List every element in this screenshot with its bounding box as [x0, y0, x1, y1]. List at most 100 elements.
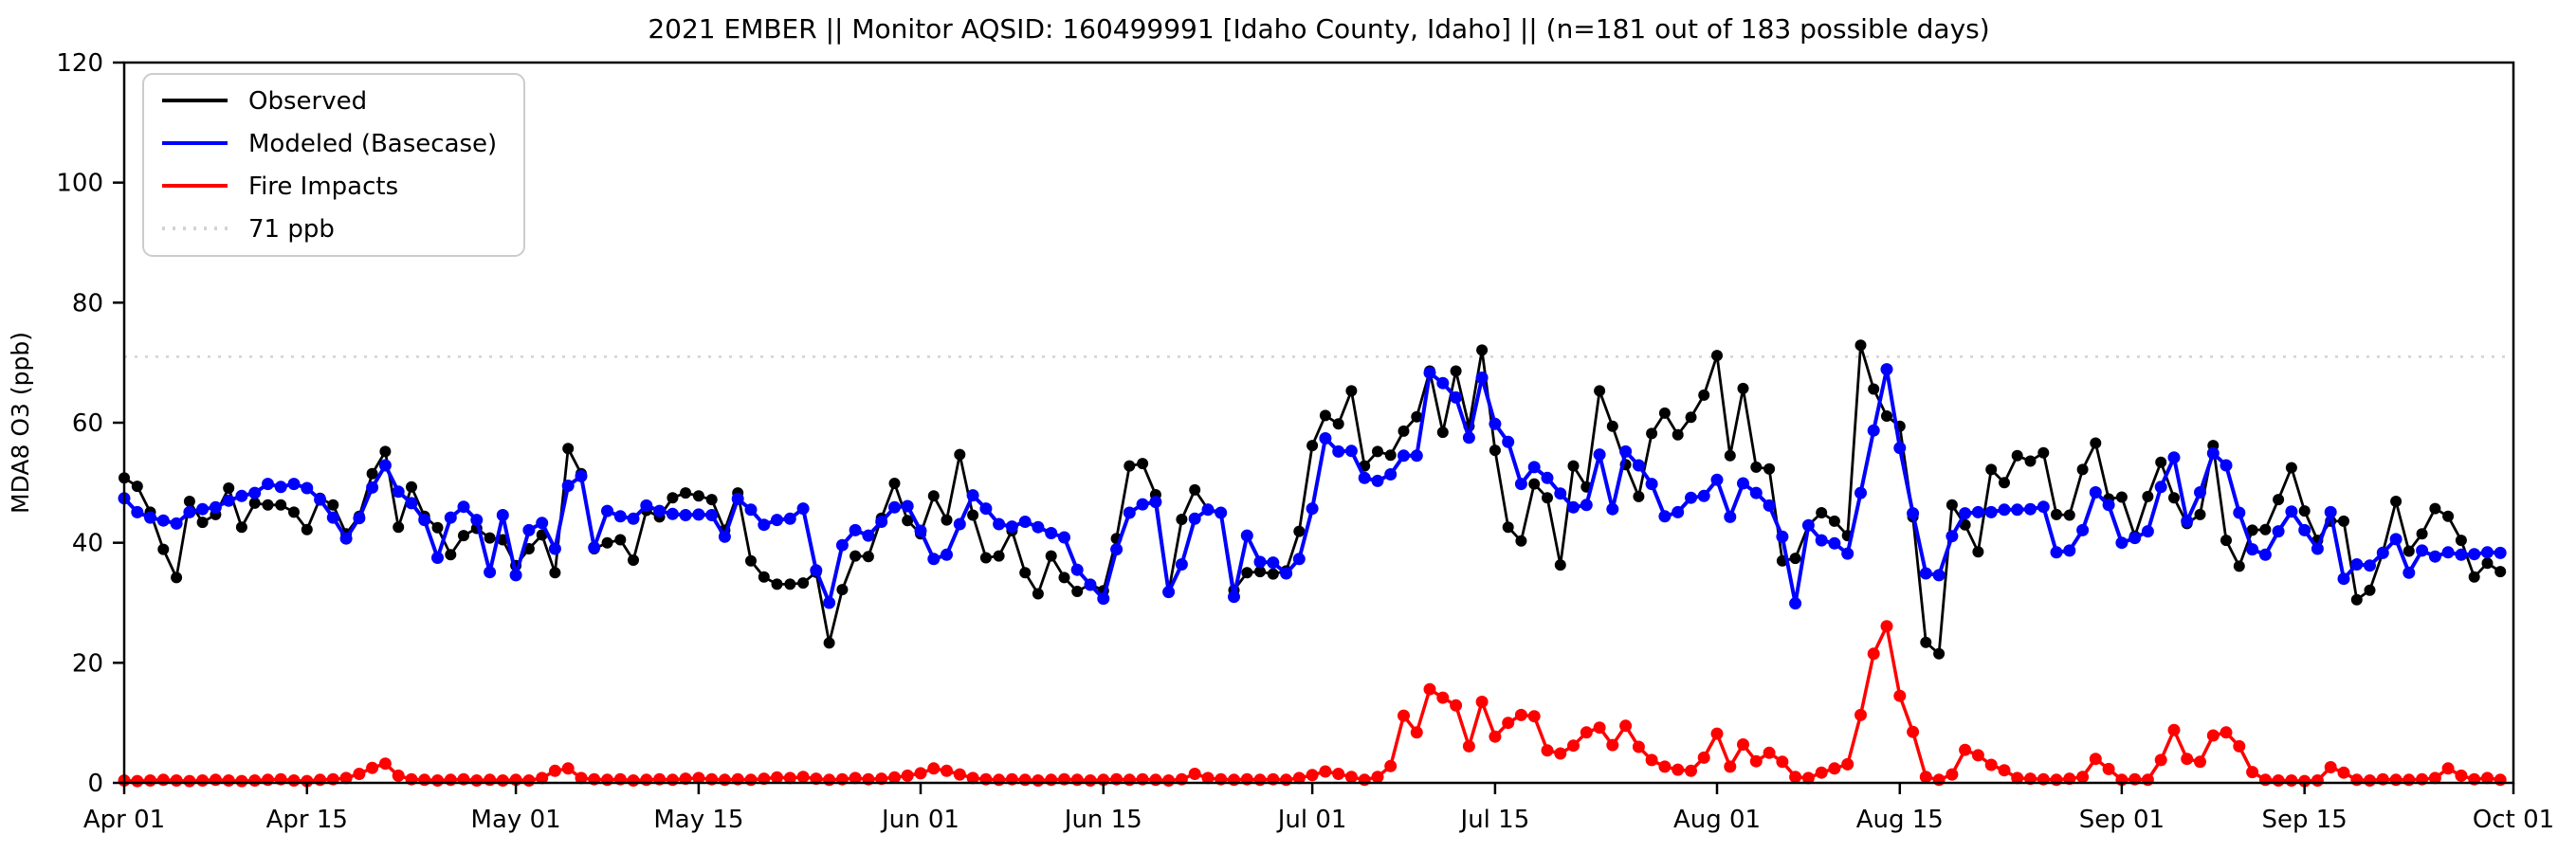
data-point	[875, 516, 888, 528]
data-point	[1176, 514, 1188, 525]
data-point	[183, 505, 196, 518]
data-point	[1514, 708, 1527, 721]
data-point	[1815, 534, 1828, 547]
data-point	[666, 507, 679, 520]
data-point	[1058, 531, 1070, 544]
data-point	[1984, 758, 1998, 771]
data-point	[522, 523, 536, 536]
data-point	[2311, 542, 2324, 555]
data-point	[1854, 708, 1867, 721]
x-tick-label: Jun 15	[1063, 806, 1142, 834]
data-point	[758, 518, 771, 532]
data-point	[849, 523, 862, 536]
data-point	[170, 774, 183, 787]
data-point	[496, 774, 509, 787]
data-point	[1398, 709, 1410, 722]
data-point	[1763, 463, 1776, 475]
data-point	[1084, 774, 1097, 787]
data-point	[1867, 647, 1880, 661]
data-point	[1398, 425, 1410, 437]
data-point	[1436, 691, 1450, 704]
data-point	[131, 774, 144, 788]
data-point	[1292, 553, 1306, 566]
data-point	[156, 514, 170, 527]
data-point	[1632, 740, 1645, 753]
data-point	[1018, 773, 1032, 787]
data-point	[667, 492, 679, 504]
data-point	[1149, 496, 1162, 509]
data-point	[1267, 568, 1279, 580]
data-point	[2389, 533, 2402, 546]
data-point	[248, 497, 261, 509]
data-point	[1737, 738, 1749, 751]
data-point	[1306, 502, 1319, 516]
data-point	[548, 764, 561, 777]
data-point	[301, 774, 314, 788]
data-point	[1293, 525, 1306, 537]
x-axis-ticks: Apr 01 Apr 15 May 01 May 15 Jun 01 Jun 15 Jul …	[83, 783, 2554, 834]
data-point	[744, 503, 758, 517]
y-tick-label: 100	[56, 170, 103, 198]
data-point	[1358, 773, 1371, 787]
data-point	[941, 514, 953, 526]
data-point	[562, 443, 575, 455]
data-point	[2402, 545, 2415, 557]
data-point	[613, 510, 627, 523]
data-point	[2102, 762, 2115, 775]
data-point	[1188, 768, 1201, 780]
data-point	[1136, 498, 1149, 511]
data-point	[796, 502, 810, 516]
data-point	[1632, 459, 1645, 472]
data-point	[941, 548, 953, 561]
data-point	[235, 774, 248, 788]
data-point	[1567, 460, 1580, 472]
data-point	[1462, 739, 1475, 753]
data-point	[1658, 510, 1672, 523]
data-point	[1450, 390, 1463, 404]
data-point	[1580, 499, 1593, 512]
data-point	[1398, 449, 1410, 463]
data-point	[692, 490, 704, 502]
data-point	[1724, 760, 1737, 773]
data-point	[927, 490, 940, 502]
data-point	[2076, 523, 2090, 536]
data-point	[1110, 543, 1124, 556]
data-point	[2089, 486, 2102, 499]
data-point	[1999, 477, 2010, 489]
data-point	[1567, 500, 1580, 514]
y-tick-label: 80	[72, 289, 103, 318]
data-point	[1332, 445, 1345, 458]
data-point	[1450, 365, 1462, 377]
data-point	[1789, 597, 1802, 610]
data-point	[2115, 536, 2128, 550]
data-point	[1124, 460, 1136, 472]
data-point	[1749, 486, 1763, 499]
data-point	[627, 774, 640, 787]
data-point	[1254, 566, 1266, 578]
data-point	[392, 485, 405, 499]
data-point	[953, 768, 966, 781]
data-point	[1619, 445, 1633, 458]
data-point	[1619, 719, 1633, 733]
data-point	[2442, 510, 2455, 522]
data-point	[262, 499, 274, 511]
data-point	[1241, 567, 1253, 579]
data-point	[1292, 771, 1306, 785]
y-axis-label: MDA8 O3 (ppb)	[7, 332, 34, 514]
data-point	[1462, 431, 1475, 445]
data-point	[2206, 446, 2220, 460]
data-point	[1423, 366, 1436, 379]
data-point	[2337, 572, 2350, 586]
data-point	[1959, 507, 1972, 520]
data-point	[1554, 747, 1567, 760]
data-point	[2468, 548, 2481, 561]
data-point	[1685, 411, 1697, 424]
x-tick-label: Sep 15	[2261, 806, 2347, 834]
data-point	[1737, 382, 1749, 394]
y-tick-label: 120	[56, 49, 103, 78]
fire-impacts-series	[118, 620, 2507, 788]
data-point	[144, 774, 156, 787]
data-point	[1672, 505, 1685, 518]
data-point	[1645, 753, 1658, 767]
data-point	[1828, 762, 1841, 775]
